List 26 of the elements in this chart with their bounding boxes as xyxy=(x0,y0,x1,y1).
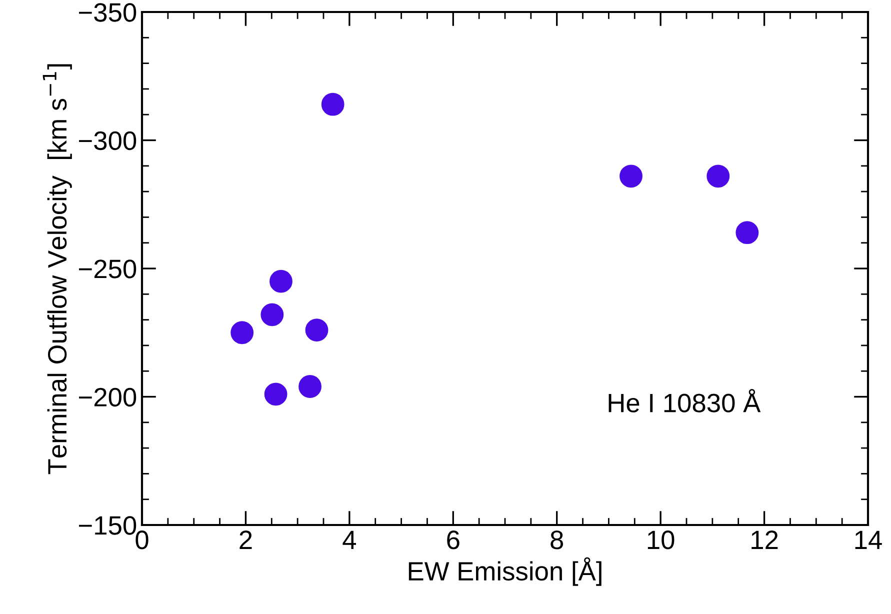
x-tick-label: 12 xyxy=(752,530,778,549)
x-tick-label: 10 xyxy=(648,530,674,550)
y-axis-title: Terminal Outflow Velocity [km s$^{−1}$] xyxy=(42,64,72,474)
point xyxy=(305,318,328,342)
x-tick-label: 0 xyxy=(136,530,148,550)
x-tick-label: 2 xyxy=(240,530,252,549)
y-tick-label: −250 xyxy=(79,260,136,278)
annotation: He I 10830 Å xyxy=(608,389,761,412)
y-tick-label: −350 xyxy=(79,3,136,22)
point xyxy=(264,382,288,406)
x-tick-label: 6 xyxy=(447,530,460,550)
y-tick-label: −150 xyxy=(79,516,136,535)
x-tick-label: 4 xyxy=(342,530,356,549)
point xyxy=(620,164,642,188)
point xyxy=(230,321,254,344)
point xyxy=(321,92,344,116)
point xyxy=(706,164,730,188)
point xyxy=(270,270,292,293)
point xyxy=(260,303,284,326)
point xyxy=(736,221,759,244)
x-axis-title: EW Emission [Å] xyxy=(408,557,602,586)
x-tick-label: 8 xyxy=(550,530,564,550)
x-tick-label: 14 xyxy=(855,530,882,549)
y-tick-label: −200 xyxy=(79,388,136,407)
point xyxy=(298,375,322,398)
y-tick-label: −300 xyxy=(79,131,136,150)
